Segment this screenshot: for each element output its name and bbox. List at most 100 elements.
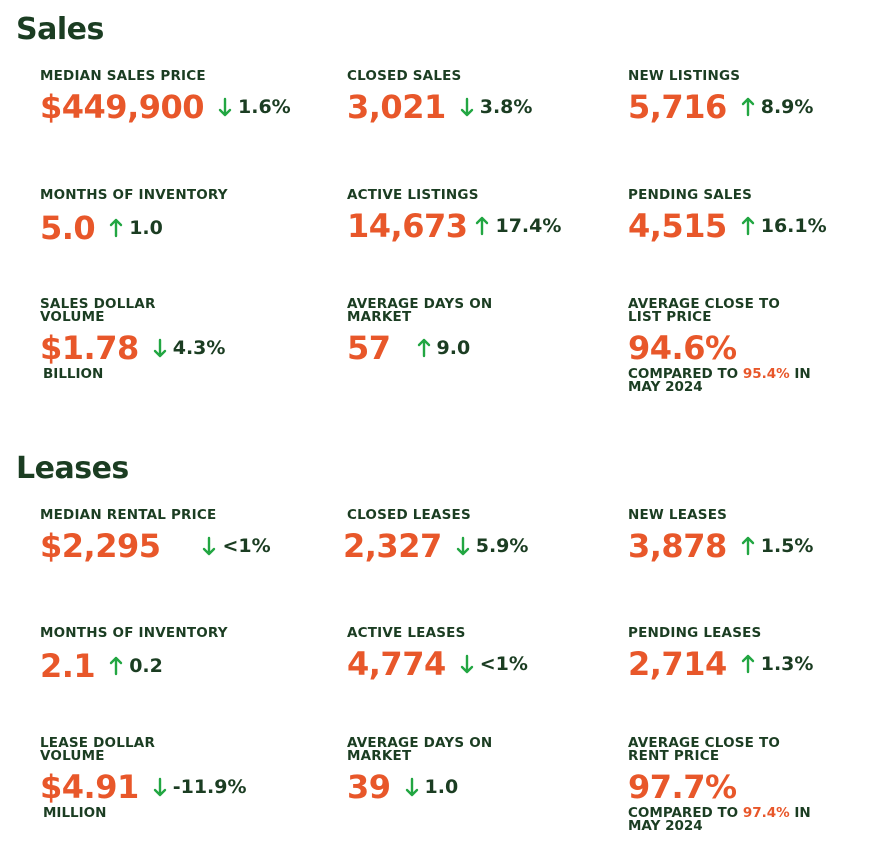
stat-value: 3,021 — [347, 88, 446, 126]
arrow-down-icon — [218, 97, 232, 117]
stat-label: MEDIAN SALES PRICE — [40, 68, 206, 84]
comparison-suffix: IN — [794, 366, 811, 382]
stat-value: 2,714 — [628, 645, 727, 683]
stat-label-line: VOLUME — [40, 748, 105, 764]
stat-label: LEASE DOLLAR VOLUME — [40, 735, 247, 764]
stat-label-line: LIST PRICE — [628, 309, 712, 325]
stat-leases-months-of-inventory: MONTHS OF INVENTORY 2.1 0.2 — [40, 625, 228, 684]
arrow-down-icon — [153, 338, 167, 358]
stat-change: 1.0 — [109, 217, 163, 239]
stat-change: 3.8% — [460, 96, 533, 118]
stat-comparison: COMPARED TO 95.4% IN MAY 2024 — [628, 366, 811, 395]
stat-active-listings: ACTIVE LISTINGS 14,673 17.4% — [347, 187, 562, 245]
comparison-prefix: COMPARED TO — [628, 366, 739, 382]
stat-average-close-to-rent-price: AVERAGE CLOSE TO RENT PRICE 97.7% COMPAR… — [628, 735, 811, 833]
arrow-up-icon — [109, 218, 123, 238]
stat-change-value: 0.2 — [129, 655, 163, 677]
stat-change: <1% — [202, 535, 271, 557]
stat-leases-average-days-on-market: AVERAGE DAYS ON MARKET 39 1.0 — [347, 736, 492, 806]
stat-sales-months-of-inventory: MONTHS OF INVENTORY 5.0 1.0 — [40, 187, 228, 247]
stat-label: ACTIVE LEASES — [347, 625, 466, 641]
stat-label-line: RENT PRICE — [628, 748, 720, 764]
stat-change: 16.1% — [741, 215, 827, 237]
stat-label: AVERAGE CLOSE TO RENT PRICE — [628, 735, 811, 764]
arrow-down-icon — [202, 536, 216, 556]
stat-new-listings: NEW LISTINGS 5,716 8.9% — [628, 69, 814, 126]
stat-change-value: 17.4% — [495, 215, 562, 237]
stat-average-close-to-list-price: AVERAGE CLOSE TO LIST PRICE 94.6% COMPAR… — [628, 297, 811, 395]
stat-change-value: 1.0 — [129, 217, 163, 239]
stat-closed-leases: CLOSED LEASES 2,327 5.9% — [343, 508, 529, 564]
stat-value: 97.7% — [628, 768, 737, 806]
stat-label: AVERAGE CLOSE TO LIST PRICE — [628, 297, 811, 325]
comparison-value: 95.4% — [742, 366, 790, 382]
arrow-down-icon — [153, 777, 167, 797]
stat-change-value: 4.3% — [172, 337, 226, 359]
stat-change-value: 1.5% — [760, 535, 814, 557]
stat-label: SALES DOLLAR VOLUME — [40, 296, 225, 324]
stat-comparison: COMPARED TO 97.4% IN MAY 2024 — [628, 805, 811, 833]
stat-change: 5.9% — [456, 535, 529, 557]
stat-value: 3,878 — [628, 527, 727, 565]
stat-change-value: 8.9% — [760, 96, 814, 118]
stat-label-line: SALES DOLLAR — [40, 296, 156, 312]
stat-unit: BILLION — [43, 366, 104, 382]
comparison-suffix: IN — [794, 805, 811, 821]
stat-change-value: 16.1% — [760, 215, 827, 237]
stat-unit: MILLION — [43, 805, 107, 821]
stat-lease-dollar-volume: LEASE DOLLAR VOLUME $4.91 -11.9% MILLION — [40, 735, 247, 821]
stat-pending-sales: PENDING SALES 4,515 16.1% — [628, 187, 827, 244]
comparison-value: 97.4% — [742, 805, 790, 821]
stat-change-value: 5.9% — [475, 535, 529, 557]
stat-label-line: AVERAGE CLOSE TO — [628, 735, 781, 751]
comparison-period: MAY 2024 — [628, 379, 703, 395]
stat-label: NEW LEASES — [628, 507, 728, 523]
stat-change: 4.3% — [153, 337, 226, 359]
stat-value: 14,673 — [347, 207, 468, 245]
stat-value: $2,295 — [40, 527, 161, 565]
stat-label: MEDIAN RENTAL PRICE — [40, 507, 217, 523]
arrow-down-icon — [460, 97, 474, 117]
stat-label-line: MARKET — [347, 309, 412, 325]
stat-change-value: -11.9% — [172, 776, 247, 798]
stat-label-line: MARKET — [347, 748, 412, 764]
stat-new-leases: NEW LEASES 3,878 1.5% — [628, 507, 814, 565]
stat-change: 1.6% — [218, 96, 291, 118]
arrow-down-icon — [460, 654, 474, 674]
stat-change-value: 3.8% — [479, 96, 533, 118]
stat-change: 8.9% — [741, 96, 814, 118]
stat-value: 2,327 — [343, 527, 442, 565]
stat-value: 5.0 — [40, 209, 96, 247]
arrow-up-icon — [417, 338, 431, 358]
stat-value: 94.6% — [628, 329, 737, 367]
arrow-up-icon — [741, 536, 755, 556]
stat-label: PENDING SALES — [628, 187, 753, 203]
arrow-up-icon — [475, 216, 489, 236]
stat-label: ACTIVE LISTINGS — [347, 187, 479, 203]
stat-value: 57 — [347, 329, 391, 367]
arrow-up-icon — [109, 656, 123, 676]
leases-section-title: Leases — [16, 451, 129, 486]
stat-label: PENDING LEASES — [628, 625, 762, 641]
stat-label-line: LEASE DOLLAR — [40, 735, 156, 751]
stat-label: MONTHS OF INVENTORY — [40, 187, 228, 203]
stat-median-rental-price: MEDIAN RENTAL PRICE $2,295 <1% — [40, 507, 271, 565]
stat-value: 5,716 — [628, 88, 727, 126]
stat-label: MONTHS OF INVENTORY — [40, 625, 228, 641]
arrow-up-icon — [741, 97, 755, 117]
stat-label: AVERAGE DAYS ON MARKET — [347, 736, 492, 764]
stat-sales-dollar-volume: SALES DOLLAR VOLUME $1.78 4.3% BILLION — [40, 296, 226, 382]
stat-pending-leases: PENDING LEASES 2,714 1.3% — [628, 625, 813, 683]
sales-section-title: Sales — [16, 12, 104, 47]
stat-change: 1.3% — [741, 653, 813, 675]
stat-change-value: <1% — [222, 535, 271, 557]
stat-change: <1% — [460, 653, 528, 675]
stat-value: $4.91 — [40, 768, 139, 806]
stat-label: CLOSED SALES — [347, 68, 462, 84]
stat-change: 1.5% — [741, 535, 814, 557]
stat-value: 4,774 — [347, 645, 446, 683]
stat-change: 0.2 — [109, 655, 163, 677]
arrow-down-icon — [456, 536, 470, 556]
stat-median-sales-price: MEDIAN SALES PRICE $449,900 1.6% — [40, 68, 291, 125]
stat-value: 39 — [347, 768, 391, 806]
